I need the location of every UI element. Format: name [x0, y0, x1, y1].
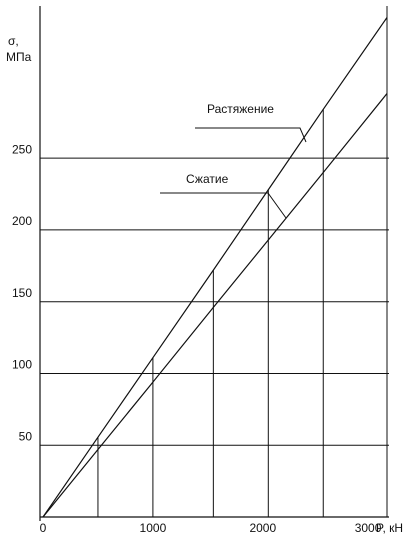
- y-tick-label: 200: [12, 214, 32, 228]
- y-tick-label: 50: [19, 429, 33, 443]
- x-tick-label: 0: [40, 521, 47, 535]
- y-tick-label: 100: [12, 358, 32, 372]
- data-line: [42, 17, 388, 518]
- series-label: Сжатие: [186, 172, 229, 186]
- y-axis-label: σ,: [8, 34, 19, 48]
- x-tick-label: 2000: [249, 521, 276, 535]
- leader-line: [195, 127, 307, 143]
- y-tick-label: 250: [12, 142, 32, 156]
- x-tick-label: 1000: [140, 521, 167, 535]
- y-axis-label: МПа: [6, 50, 32, 64]
- y-tick-label: 150: [12, 286, 32, 300]
- series-label: Растяжение: [207, 102, 274, 116]
- leader-line: [160, 192, 287, 219]
- data-line: [42, 93, 388, 518]
- x-tick-label: 3000: [355, 521, 382, 535]
- x-axis-label: P, кН: [376, 521, 403, 535]
